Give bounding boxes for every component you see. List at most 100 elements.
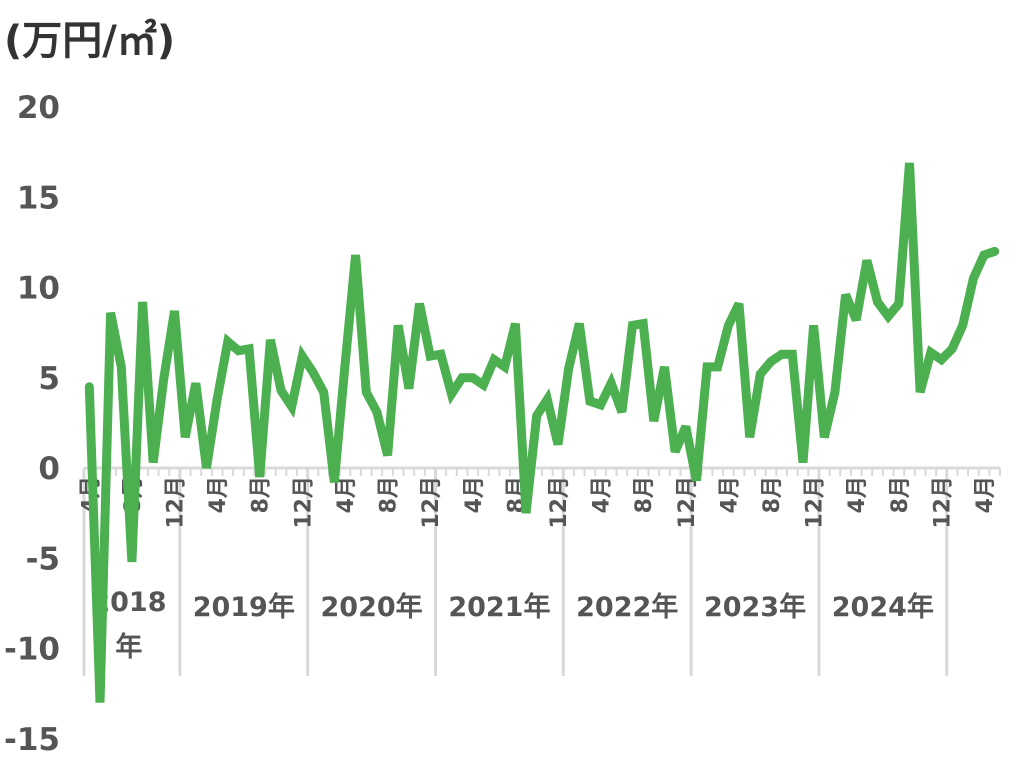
- data-point: [888, 316, 889, 317]
- data-point: [771, 361, 772, 362]
- data-point: [334, 482, 335, 483]
- data-point: [856, 320, 857, 321]
- data-point: [568, 368, 569, 369]
- data-point: [387, 455, 388, 456]
- x-tick-label: 4月: [590, 476, 615, 513]
- data-point: [408, 388, 409, 389]
- data-point: [749, 437, 750, 438]
- year-label: 年: [115, 631, 142, 663]
- x-tick-label: 4月: [973, 476, 998, 513]
- x-tick-label: 4月: [717, 476, 742, 513]
- data-point: [472, 377, 473, 378]
- data-point: [366, 392, 367, 393]
- data-point: [920, 392, 921, 393]
- data-point: [707, 366, 708, 367]
- year-label: 2022年: [576, 591, 678, 623]
- x-tick-label: 12月: [803, 476, 828, 529]
- data-point: [195, 383, 196, 384]
- year-label: 2019年: [193, 591, 295, 623]
- data-point: [547, 399, 548, 400]
- data-point: [909, 163, 910, 164]
- y-tick-label: 10: [17, 271, 60, 307]
- x-tick-label: 8月: [760, 476, 785, 513]
- data-point: [824, 437, 825, 438]
- data-point: [227, 341, 228, 342]
- data-point: [504, 366, 505, 367]
- data-point: [398, 325, 399, 326]
- data-point: [579, 323, 580, 324]
- data-point: [163, 377, 164, 378]
- data-point: [675, 451, 676, 452]
- data-point: [653, 421, 654, 422]
- data-point: [185, 437, 186, 438]
- data-point: [781, 354, 782, 355]
- data-point: [941, 359, 942, 360]
- data-point: [313, 372, 314, 373]
- data-point: [845, 294, 846, 295]
- data-point: [291, 406, 292, 407]
- x-tick-label: 12月: [291, 476, 316, 529]
- data-point: [89, 386, 90, 387]
- year-label: 2020年: [321, 591, 423, 623]
- data-point: [760, 374, 761, 375]
- data-point: [355, 255, 356, 256]
- year-label: 2024年: [832, 591, 934, 623]
- y-tick-label: 15: [17, 180, 60, 216]
- data-point: [536, 415, 537, 416]
- year-label: 2021年: [448, 591, 550, 623]
- data-point: [696, 480, 697, 481]
- x-tick-label: 12月: [675, 476, 700, 529]
- x-tick-label: 8月: [377, 476, 402, 513]
- data-point: [483, 385, 484, 386]
- data-point: [600, 404, 601, 405]
- y-tick-label: -15: [4, 722, 60, 758]
- year-label: 2023年: [704, 591, 806, 623]
- x-tick-label: 8月: [632, 476, 657, 513]
- data-point: [451, 394, 452, 395]
- x-tick-label: 12月: [419, 476, 444, 529]
- data-point: [994, 251, 995, 252]
- data-point: [813, 325, 814, 326]
- data-point: [419, 303, 420, 304]
- x-tick-label: 8月: [249, 476, 274, 513]
- data-point: [973, 278, 974, 279]
- data-point: [270, 339, 271, 340]
- data-point: [877, 301, 878, 302]
- data-point: [589, 401, 590, 402]
- data-point: [558, 444, 559, 445]
- data-point: [739, 303, 740, 304]
- data-point: [494, 359, 495, 360]
- unit-label: (万円/㎡): [4, 18, 176, 64]
- data-point: [526, 513, 527, 514]
- x-tick-label: 4月: [845, 476, 870, 513]
- data-point: [643, 323, 644, 324]
- data-point: [611, 383, 612, 384]
- data-point: [153, 462, 154, 463]
- data-point: [174, 311, 175, 312]
- data-point: [440, 354, 441, 355]
- data-point: [142, 301, 143, 302]
- data-point: [323, 392, 324, 393]
- y-tick-label: 5: [38, 361, 60, 397]
- data-point: [685, 426, 686, 427]
- y-tick-label: -5: [26, 541, 60, 577]
- data-point: [131, 561, 132, 562]
- y-tick-label: 20: [17, 90, 60, 126]
- data-point: [803, 462, 804, 463]
- y-tick-label: -10: [4, 632, 60, 668]
- data-point: [345, 365, 346, 366]
- x-tick-label: 12月: [164, 476, 189, 529]
- data-point: [898, 303, 899, 304]
- data-point: [110, 312, 111, 313]
- x-tick-label: 4月: [462, 476, 487, 513]
- data-point: [462, 377, 463, 378]
- data-point: [792, 354, 793, 355]
- data-point: [515, 323, 516, 324]
- data-point: [930, 352, 931, 353]
- data-point: [217, 399, 218, 400]
- data-point: [121, 366, 122, 367]
- data-point: [100, 702, 101, 703]
- data-point: [717, 366, 718, 367]
- data-point: [206, 468, 207, 469]
